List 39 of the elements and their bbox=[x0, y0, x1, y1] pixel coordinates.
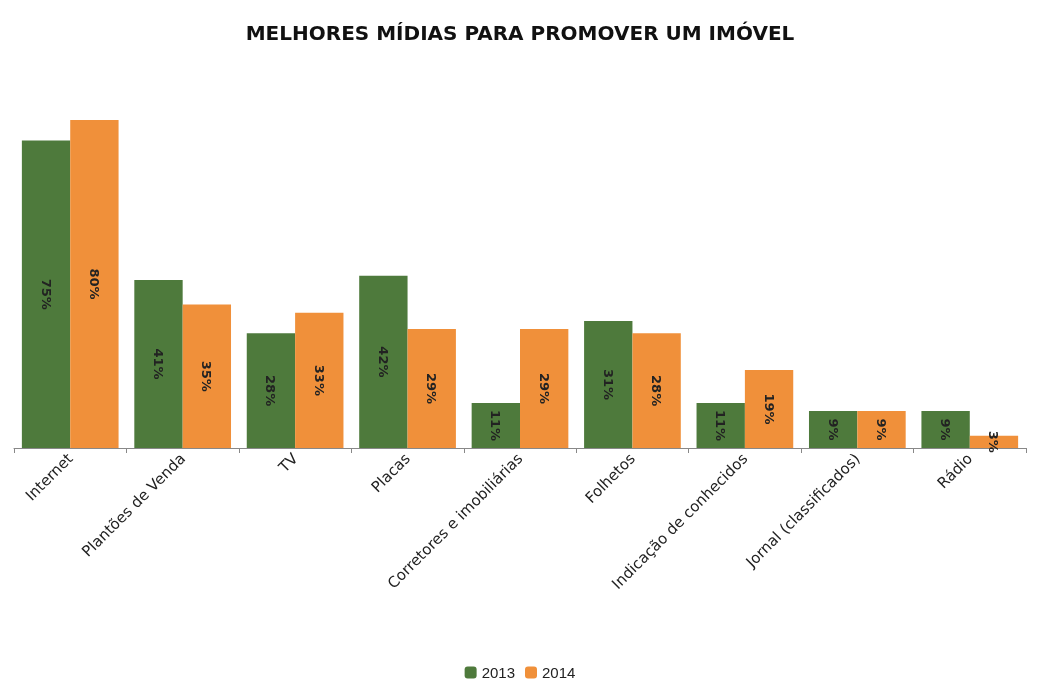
bar bbox=[696, 402, 745, 448]
data-label: 42% bbox=[375, 346, 391, 378]
legend-label: 2013 bbox=[481, 664, 516, 681]
bar bbox=[407, 329, 456, 448]
bar bbox=[471, 402, 520, 448]
data-label: 33% bbox=[311, 364, 327, 396]
data-label: 29% bbox=[536, 372, 552, 405]
x-tick-label: TV bbox=[274, 449, 302, 477]
bar bbox=[21, 140, 71, 448]
bar bbox=[584, 320, 633, 448]
data-label: 9% bbox=[938, 418, 954, 441]
data-label: 11% bbox=[488, 409, 504, 442]
bar bbox=[921, 411, 970, 448]
bar bbox=[808, 411, 858, 448]
bar bbox=[520, 329, 569, 448]
data-label: 19% bbox=[761, 393, 777, 425]
bar bbox=[744, 370, 794, 448]
chart-title: MELHORES MÍDIAS PARA PROMOVER UM IMÓVEL bbox=[245, 21, 795, 45]
data-label: 3% bbox=[986, 430, 1002, 453]
data-label: 75% bbox=[38, 278, 54, 310]
data-label: 80% bbox=[86, 268, 102, 300]
bar bbox=[70, 120, 119, 448]
bar bbox=[632, 333, 681, 448]
bar bbox=[295, 312, 344, 448]
legend-label: 2014 bbox=[542, 664, 576, 681]
bar bbox=[359, 275, 408, 448]
data-label: 35% bbox=[199, 360, 215, 392]
data-label: 29% bbox=[424, 372, 440, 405]
data-label: 11% bbox=[713, 409, 729, 442]
bar bbox=[857, 411, 906, 448]
bar bbox=[246, 333, 296, 448]
bar bbox=[182, 304, 232, 448]
data-label: 9% bbox=[825, 418, 841, 441]
data-label: 41% bbox=[150, 348, 166, 380]
data-label: 28% bbox=[263, 375, 279, 407]
data-label: 31% bbox=[600, 368, 616, 401]
bar bbox=[134, 279, 183, 448]
data-label: 28% bbox=[649, 375, 665, 407]
data-label: 9% bbox=[874, 418, 890, 441]
